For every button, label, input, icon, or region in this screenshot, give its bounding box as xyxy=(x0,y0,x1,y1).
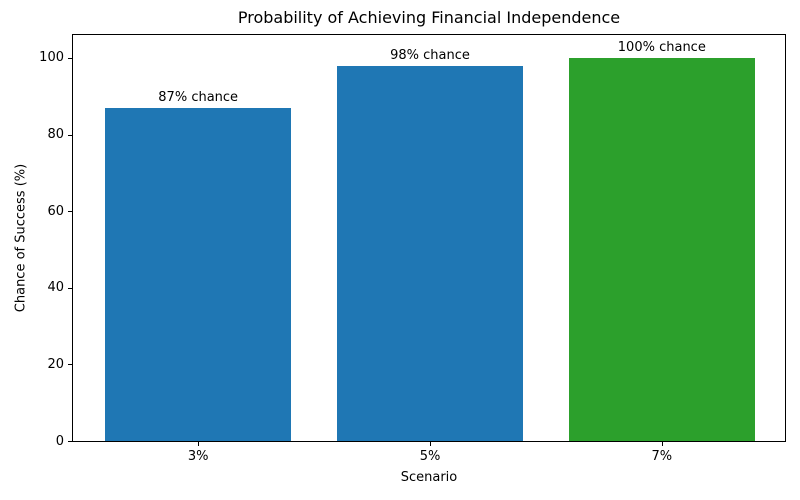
y-tick-label: 0 xyxy=(55,433,64,449)
bar-5-percent xyxy=(337,65,523,441)
y-tick-mark xyxy=(68,364,72,366)
x-tick-label: 5% xyxy=(419,449,441,464)
x-tick-label: 3% xyxy=(187,449,209,464)
x-tick-mark xyxy=(430,442,431,446)
bar-3-percent xyxy=(105,107,291,441)
y-tick-mark xyxy=(68,134,72,136)
bar-value-label: 100% chance xyxy=(617,39,706,55)
y-tick-mark xyxy=(68,211,72,213)
y-tick-label: 100 xyxy=(39,50,64,66)
y-tick-label: 20 xyxy=(47,356,64,372)
bar-7-percent xyxy=(569,57,755,441)
y-tick-mark xyxy=(68,57,72,59)
y-tick-label: 80 xyxy=(47,127,64,143)
y-tick-mark xyxy=(68,441,72,442)
bar-value-label: 98% chance xyxy=(390,47,470,63)
x-tick-mark xyxy=(198,442,200,446)
x-tick-label: 7% xyxy=(651,449,673,464)
plot-area: 87% chance 98% chance 100% chance xyxy=(72,34,786,442)
x-axis-label: Scenario xyxy=(400,470,458,485)
bar-value-label: 87% chance xyxy=(158,89,239,105)
y-tick-label: 60 xyxy=(47,203,64,219)
x-tick-mark xyxy=(661,442,663,446)
chart-title: Probability of Achieving Financial Indep… xyxy=(237,8,621,27)
y-tick-label: 40 xyxy=(47,280,64,296)
y-tick-mark xyxy=(68,287,72,289)
